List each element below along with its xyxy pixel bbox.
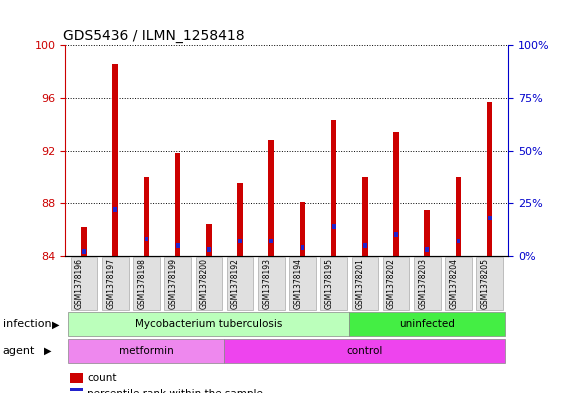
FancyBboxPatch shape [258,257,285,310]
Text: GDS5436 / ILMN_1258418: GDS5436 / ILMN_1258418 [63,29,245,43]
Bar [425,247,429,252]
Text: GSM1378195: GSM1378195 [325,258,333,309]
Text: GSM1378192: GSM1378192 [231,258,240,309]
FancyBboxPatch shape [289,257,316,310]
Bar [300,202,305,256]
Text: count: count [87,373,117,383]
Text: ▶: ▶ [44,346,52,356]
FancyBboxPatch shape [477,257,503,310]
Text: metformin: metformin [119,346,174,356]
Bar [457,239,460,243]
Bar [300,245,304,250]
Bar [206,224,212,256]
Bar [238,239,242,243]
FancyBboxPatch shape [195,257,222,310]
Text: GSM1378201: GSM1378201 [356,258,365,309]
Bar [175,153,181,256]
FancyBboxPatch shape [224,339,506,363]
Bar [393,132,399,256]
Bar [487,102,492,256]
Text: percentile rank within the sample: percentile rank within the sample [87,389,264,393]
Bar [363,243,367,248]
Bar [456,177,461,256]
FancyBboxPatch shape [383,257,410,310]
Bar [362,177,367,256]
Text: GSM1378203: GSM1378203 [418,258,427,309]
Text: GSM1378202: GSM1378202 [387,258,396,309]
Bar [176,243,179,248]
Bar [207,247,211,252]
FancyBboxPatch shape [68,312,349,336]
Bar [269,239,273,243]
FancyBboxPatch shape [320,257,347,310]
Text: agent: agent [3,346,35,356]
Text: GSM1378199: GSM1378199 [169,258,178,309]
Bar [237,184,243,256]
Bar [70,373,83,384]
Bar [488,216,491,220]
FancyBboxPatch shape [68,339,224,363]
Text: uninfected: uninfected [399,320,455,329]
Text: GSM1378197: GSM1378197 [106,258,115,309]
FancyBboxPatch shape [352,257,378,310]
Text: Mycobacterium tuberculosis: Mycobacterium tuberculosis [135,320,282,329]
Bar [144,177,149,256]
FancyBboxPatch shape [164,257,191,310]
Text: GSM1378204: GSM1378204 [449,258,458,309]
FancyBboxPatch shape [102,257,128,310]
FancyBboxPatch shape [445,257,471,310]
Bar [331,120,336,256]
Bar [70,388,83,393]
FancyBboxPatch shape [227,257,253,310]
FancyBboxPatch shape [133,257,160,310]
Text: control: control [346,346,383,356]
FancyBboxPatch shape [71,257,97,310]
Bar [82,249,86,254]
Text: GSM1378198: GSM1378198 [137,258,147,309]
Text: infection: infection [3,320,52,329]
Bar [424,210,430,256]
Text: GSM1378193: GSM1378193 [262,258,272,309]
Bar [394,233,398,237]
Text: GSM1378200: GSM1378200 [200,258,209,309]
Bar [332,224,336,229]
Bar [269,140,274,256]
Text: GSM1378194: GSM1378194 [294,258,302,309]
FancyBboxPatch shape [414,257,441,310]
Text: GSM1378196: GSM1378196 [75,258,84,309]
Bar [112,64,118,256]
Text: ▶: ▶ [52,320,60,329]
FancyBboxPatch shape [349,312,506,336]
Bar [145,237,148,241]
Text: GSM1378205: GSM1378205 [481,258,490,309]
Bar [114,207,117,212]
Bar [81,227,87,256]
